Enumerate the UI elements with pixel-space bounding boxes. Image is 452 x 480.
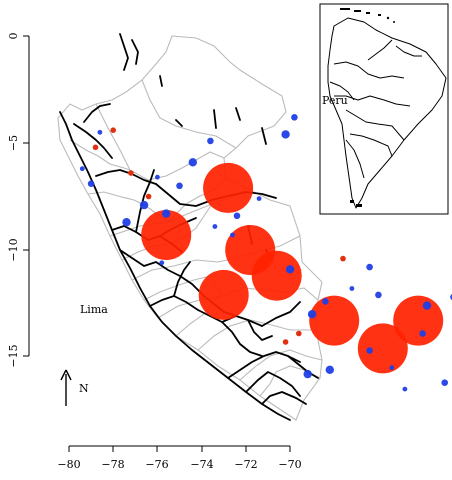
y-tick-label: −15	[7, 344, 20, 367]
peru-outline	[57, 35, 323, 421]
large-red-circle	[141, 210, 192, 260]
blue-point	[349, 286, 355, 291]
blue-point	[422, 301, 432, 310]
blue-point	[389, 365, 395, 371]
blue-point	[87, 180, 95, 187]
blue-point	[375, 291, 382, 299]
blue-point	[441, 379, 449, 387]
large-red-circle	[251, 250, 302, 301]
x-tick-label: −76	[145, 458, 168, 471]
large-red-circle	[393, 295, 444, 346]
blue-point	[402, 386, 408, 392]
y-tick-label: −5	[7, 135, 20, 151]
inset-country-label: Peru	[322, 94, 348, 107]
blue-point	[366, 263, 373, 271]
blue-point	[139, 200, 149, 210]
y-axis	[23, 35, 30, 357]
x-tick-label: −80	[57, 458, 80, 471]
city-label-lima: Lima	[80, 303, 108, 316]
blue-point	[159, 260, 165, 266]
small-red-point	[110, 127, 116, 133]
blue-point	[176, 182, 183, 190]
blue-point	[303, 369, 312, 379]
blue-point	[212, 224, 218, 229]
blue-point	[256, 196, 262, 202]
north-arrow: N	[60, 369, 89, 406]
small-red-point	[145, 193, 152, 200]
north-label: N	[79, 382, 89, 395]
small-red-point	[340, 255, 346, 262]
south-america-outline	[327, 17, 447, 209]
blue-point	[233, 212, 241, 220]
road-network	[59, 33, 319, 421]
y-tick-labels: 0 −5 −10 −15	[7, 33, 20, 368]
blue-point	[325, 365, 334, 374]
blue-point	[285, 265, 295, 274]
small-red-point	[128, 170, 134, 176]
blue-point	[419, 330, 426, 337]
large-red-circle	[357, 323, 408, 374]
small-red-point	[282, 339, 289, 345]
points-layer	[79, 99, 452, 392]
blue-point	[207, 137, 214, 145]
large-red-circle	[198, 269, 249, 320]
blue-point	[97, 129, 103, 135]
large-red-circle	[309, 295, 360, 346]
blue-point	[291, 114, 298, 121]
blue-point	[322, 298, 329, 305]
blue-point	[122, 218, 131, 227]
x-axis	[68, 445, 291, 452]
x-tick-label: −74	[190, 458, 213, 471]
large-red-circle	[203, 162, 254, 213]
blue-point	[281, 130, 290, 139]
blue-point	[366, 347, 373, 354]
small-red-point	[92, 144, 99, 151]
blue-point	[162, 209, 171, 218]
y-tick-label: 0	[7, 33, 20, 40]
x-tick-label: −78	[101, 458, 124, 471]
x-tick-labels: −80 −78 −76 −74 −72 −70	[57, 458, 301, 471]
blue-point	[188, 158, 197, 167]
inset-map: Peru	[319, 3, 449, 215]
y-tick-label: −10	[7, 238, 20, 261]
x-tick-label: −72	[234, 458, 257, 471]
x-tick-label: −70	[278, 458, 301, 471]
blue-point	[307, 310, 317, 319]
blue-point	[230, 232, 235, 238]
blue-point	[79, 166, 85, 172]
small-red-point	[296, 330, 302, 337]
blue-point	[155, 174, 160, 180]
